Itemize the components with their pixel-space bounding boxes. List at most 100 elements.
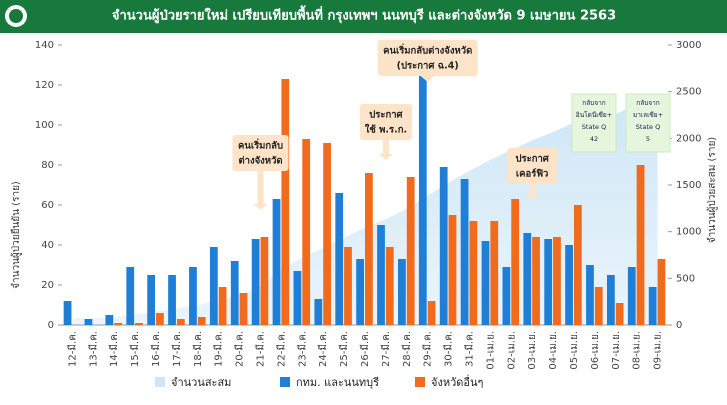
bar — [427, 301, 436, 325]
bar — [606, 275, 615, 325]
y2-tick-label: 2500 — [676, 87, 701, 98]
y-tick-label: 100 — [35, 120, 54, 131]
x-tick-label: 12-มี.ค. — [66, 331, 78, 367]
bar — [565, 245, 573, 325]
bar — [189, 267, 197, 325]
bar — [147, 275, 156, 325]
bar — [302, 139, 311, 325]
x-tick-label: 28-มี.ค. — [401, 331, 413, 367]
annotation-text: ประกาศ — [369, 109, 403, 121]
note-text: กลับจาก — [582, 99, 606, 107]
annotation-box — [377, 40, 478, 76]
x-tick-label: 14-มี.ค. — [108, 331, 120, 367]
annotation-text: ต่างจังหวัด — [238, 156, 282, 167]
y2-tick-label: 500 — [676, 273, 695, 284]
x-tick-label: 22-มี.ค. — [275, 331, 287, 367]
note-text: 42 — [590, 135, 598, 143]
bar — [260, 237, 269, 325]
bar — [156, 313, 164, 325]
bar — [218, 287, 227, 325]
x-tick-label: 30-มี.ค. — [443, 331, 455, 367]
bar — [63, 301, 72, 325]
x-tick-label: 05-เม.ย. — [569, 331, 580, 370]
legend-swatch — [155, 377, 165, 387]
y2-tick-label: 1000 — [676, 227, 701, 238]
x-tick-label: 06-เม.ย. — [590, 331, 601, 370]
header-bar — [0, 0, 727, 33]
y2-tick-label: 1500 — [676, 180, 701, 191]
bar — [84, 319, 93, 325]
bar — [230, 261, 239, 325]
x-tick-label: 25-มี.ค. — [338, 331, 350, 367]
x-tick-label: 20-มี.ค. — [234, 331, 246, 367]
annotation-box — [507, 148, 558, 184]
bar — [627, 267, 636, 325]
bar — [594, 287, 603, 325]
annotation-arrow — [525, 184, 540, 200]
x-tick-label: 18-มี.ค. — [192, 331, 204, 367]
x-tick-label: 26-มี.ค. — [359, 331, 371, 367]
annotation-text: เคอร์ฟิว — [516, 168, 548, 180]
annotation-text: (ประกาศ ฉ.4) — [397, 60, 459, 72]
bar — [469, 221, 478, 325]
note-box — [571, 93, 617, 153]
annotation-arrow — [253, 171, 268, 210]
bar — [406, 177, 415, 325]
bar — [523, 233, 532, 325]
bar — [481, 241, 490, 325]
bar — [105, 315, 114, 325]
y2-tick-label: 2000 — [676, 133, 701, 144]
bar — [335, 193, 344, 325]
x-tick-label: 04-เม.ย. — [548, 331, 559, 370]
x-tick-label: 19-มี.ค. — [213, 331, 225, 367]
bar — [573, 205, 582, 325]
x-tick-label: 16-มี.ค. — [150, 331, 162, 367]
annotation-text: ใช้ พ.ร.ก. — [365, 124, 407, 136]
bar — [168, 275, 176, 325]
x-tick-label: 15-มี.ค. — [129, 331, 141, 367]
x-tick-label: 24-มี.ค. — [317, 331, 329, 367]
x-tick-label: 29-มี.ค. — [422, 331, 434, 367]
x-tick-label: 07-เม.ย. — [611, 331, 622, 370]
bar — [356, 259, 364, 325]
y2-axis-label: จำนวนผู้ป่วยสะสม (ราย) — [706, 137, 718, 244]
bar — [281, 79, 290, 325]
bar — [418, 69, 427, 325]
note-text: State Q — [582, 123, 606, 131]
y-tick-label: 40 — [41, 240, 54, 251]
bar — [502, 267, 511, 325]
legend-label: จำนวนสะสม — [171, 376, 231, 389]
bar — [135, 323, 143, 325]
bar — [553, 237, 561, 325]
y2-tick-label: 3000 — [676, 40, 701, 51]
x-tick-label: 27-มี.ค. — [380, 331, 392, 367]
annotation-box — [359, 104, 412, 140]
bar — [344, 247, 352, 325]
note-text: State Q — [636, 123, 660, 131]
bar — [636, 165, 645, 325]
y-tick-label: 0 — [48, 320, 54, 331]
bar — [126, 267, 135, 325]
legend-swatch — [415, 377, 425, 387]
x-tick-label: 09-เม.ย. — [653, 331, 664, 370]
bar — [586, 265, 594, 325]
bar — [365, 173, 373, 325]
x-tick-label: 08-เม.ย. — [632, 331, 643, 370]
bar — [197, 317, 206, 325]
bar — [398, 259, 406, 325]
legend-label: จังหวัดอื่นๆ — [431, 374, 484, 389]
x-tick-label: 13-มี.ค. — [87, 331, 99, 367]
note-text: กลับจาก — [636, 99, 660, 107]
bar — [532, 237, 540, 325]
x-tick-label: 03-เม.ย. — [527, 331, 538, 370]
bar — [209, 247, 218, 325]
y-tick-label: 80 — [41, 160, 54, 171]
logo-inner — [9, 9, 23, 23]
bar — [239, 293, 248, 325]
annotation-arrow — [378, 140, 393, 160]
legend-label: กทม. และนนทบุรี — [296, 376, 379, 389]
bar — [114, 323, 123, 325]
x-tick-label: 02-เม.ย. — [506, 331, 517, 370]
note-text: อินโดนีเซีย+ — [576, 111, 613, 119]
bar — [511, 199, 520, 325]
